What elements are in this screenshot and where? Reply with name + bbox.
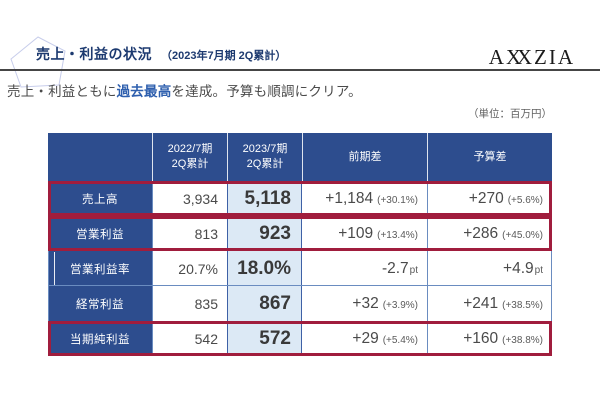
diff-amount: +109 — [338, 224, 374, 242]
logo-letter: X — [516, 45, 534, 69]
diff-percent: (+30.1%) — [377, 194, 418, 206]
budget-unit: pt — [534, 264, 543, 276]
row-label: 売上高 — [48, 181, 152, 216]
key-message-highlight: 過去最高 — [116, 84, 172, 99]
value-budget-diff: +241 (+38.5%) — [427, 286, 552, 321]
diff-percent: (+5.4%) — [382, 334, 418, 346]
title-bar: 売上・利益の状況 （2023年7月期 2Q累計） — [36, 44, 286, 64]
value-yoy-diff: -2.7pt — [302, 251, 427, 286]
budget-amount: +270 — [468, 189, 504, 207]
key-message-pre: 売上・利益ともに — [7, 84, 117, 99]
row-label: 営業利益 — [48, 216, 152, 251]
row-label: 経常利益 — [48, 286, 152, 321]
value-budget-diff: +4.9pt — [427, 251, 552, 286]
diff-amount: +29 — [352, 329, 379, 347]
column-header-prev-period: 2022/7期 2Q累計 — [152, 133, 227, 181]
column-header-empty — [48, 133, 152, 181]
column-header-yoy-diff: 前期差 — [302, 133, 427, 181]
logo-letter: Z — [534, 45, 549, 69]
logo-letter: X — [505, 45, 524, 69]
value-yoy-diff: +32 (+3.9%) — [302, 286, 427, 321]
value-current-period: 923 — [227, 216, 302, 251]
header-divider — [0, 69, 600, 71]
value-budget-diff: +270 (+5.6%) — [427, 181, 552, 216]
column-header-text: 予算差 — [473, 150, 507, 163]
decorative-pentagon-icon — [10, 36, 66, 88]
table-row-ordinary-profit: 経常利益 835 867 +32 (+3.9%) +241 (+38.5%) — [48, 286, 552, 321]
budget-amount: +241 — [463, 294, 499, 312]
column-header-current-period: 2023/7期 2Q累計 — [227, 133, 302, 181]
row-label: 当期純利益 — [48, 321, 152, 356]
table-row-net-sales: 売上高 3,934 5,118 +1,184 (+30.1%) +270 (+5.6… — [48, 181, 552, 216]
diff-percent: (+3.9%) — [382, 299, 418, 311]
value-prev-period: 542 — [152, 321, 227, 356]
value-prev-period: 835 — [152, 286, 227, 321]
value-prev-period: 20.7% — [152, 251, 227, 286]
value-current-period: 18.0% — [227, 251, 302, 286]
table-row-operating-profit: 営業利益 813 923 +109 (+13.4%) +286 (+45.0%) — [48, 216, 552, 251]
company-logo: AXXZIA — [489, 45, 575, 70]
budget-percent: (+45.0%) — [502, 229, 543, 241]
column-header-text: 前期差 — [348, 150, 382, 163]
column-header-text: 2Q累計 — [246, 158, 284, 170]
column-header-text: 2022/7期 — [167, 143, 213, 156]
budget-percent: (+38.8%) — [502, 334, 543, 346]
value-budget-diff: +286 (+45.0%) — [427, 216, 552, 251]
value-current-period: 572 — [227, 321, 302, 356]
value-yoy-diff: +29 (+5.4%) — [302, 321, 427, 356]
table-row-net-profit: 当期純利益 542 572 +29 (+5.4%) +160 (+38.8%) — [48, 321, 552, 356]
diff-amount: -2.7 — [381, 259, 409, 277]
value-prev-period: 813 — [152, 216, 227, 251]
budget-amount: +286 — [463, 224, 499, 242]
table-header-row: 2022/7期 2Q累計 2023/7期 2Q累計 前期差 予算差 — [48, 133, 552, 181]
logo-letter: I — [548, 45, 558, 69]
unit-note: （単位：百万円） — [468, 108, 552, 120]
value-budget-diff: +160 (+38.8%) — [427, 321, 552, 356]
column-header-text: 2023/7期 — [242, 143, 288, 156]
diff-amount: +1,184 — [325, 189, 374, 207]
budget-percent: (+5.6%) — [507, 194, 543, 206]
value-current-period: 867 — [227, 286, 302, 321]
page-title: 売上・利益の状況 — [36, 46, 152, 62]
budget-percent: (+38.5%) — [502, 299, 543, 311]
value-prev-period: 3,934 — [152, 181, 227, 216]
diff-unit: pt — [409, 264, 418, 276]
table-row-operating-margin: 営業利益率 20.7% 18.0% -2.7pt +4.9pt — [48, 251, 552, 286]
budget-amount: +4.9 — [503, 259, 534, 277]
diff-percent: (+13.4%) — [377, 229, 418, 241]
value-yoy-diff: +109 (+13.4%) — [302, 216, 427, 251]
logo-letter: A — [557, 45, 575, 69]
key-message: 売上・利益ともに過去最高を達成。予算も順調にクリア。 — [7, 80, 362, 100]
budget-amount: +160 — [463, 329, 499, 347]
value-current-period: 5,118 — [227, 181, 302, 216]
row-label: 営業利益率 — [48, 251, 152, 286]
column-header-text: 2Q累計 — [171, 158, 209, 170]
column-header-budget-diff: 予算差 — [427, 133, 552, 181]
page-title-period: （2023年7月期 2Q累計） — [161, 50, 287, 62]
key-message-post: を達成。予算も順調にクリア。 — [171, 84, 362, 99]
value-yoy-diff: +1,184 (+30.1%) — [302, 181, 427, 216]
financial-results-table: 2022/7期 2Q累計 2023/7期 2Q累計 前期差 予算差 売上高 3,… — [48, 133, 552, 356]
diff-amount: +32 — [352, 294, 379, 312]
logo-letter: A — [488, 45, 506, 69]
